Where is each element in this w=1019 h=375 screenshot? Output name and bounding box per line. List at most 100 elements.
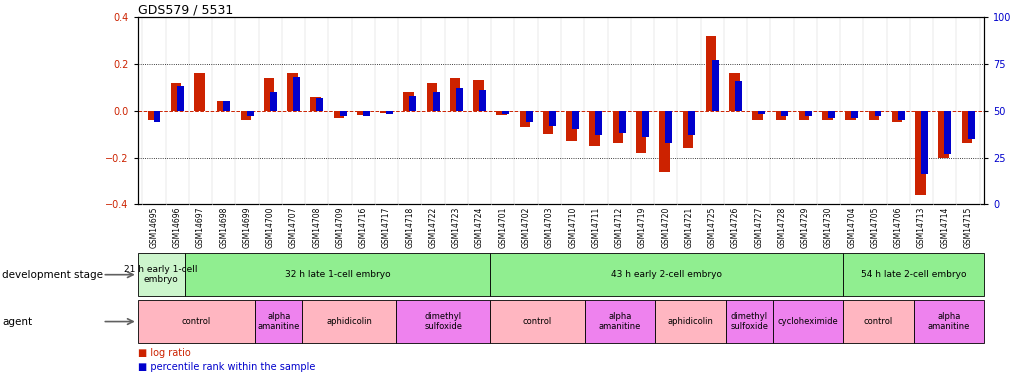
Bar: [455, 88, 463, 111]
Bar: [772, 300, 843, 343]
Text: control: control: [181, 317, 211, 326]
Text: GSM14730: GSM14730: [823, 206, 833, 248]
Bar: [584, 300, 654, 343]
Bar: [548, 111, 555, 126]
Bar: [725, 300, 772, 343]
Bar: [194, 73, 205, 111]
Bar: [302, 300, 396, 343]
Bar: [333, 111, 343, 118]
Bar: [845, 111, 855, 120]
Text: 54 h late 2-cell embryo: 54 h late 2-cell embryo: [860, 270, 966, 279]
Bar: [897, 111, 904, 120]
Text: GSM14705: GSM14705: [869, 206, 878, 248]
Bar: [170, 82, 181, 111]
Bar: [944, 111, 951, 154]
Bar: [386, 111, 392, 114]
Bar: [595, 111, 602, 135]
Bar: [937, 111, 948, 158]
Bar: [339, 111, 346, 116]
Bar: [525, 111, 532, 122]
Bar: [223, 101, 230, 111]
Text: GSM14711: GSM14711: [591, 206, 600, 248]
Bar: [804, 111, 811, 116]
Text: GSM14703: GSM14703: [544, 206, 553, 248]
Bar: [682, 111, 692, 148]
Bar: [705, 36, 715, 111]
Bar: [752, 111, 762, 120]
Text: alpha
amanitine: alpha amanitine: [258, 312, 300, 331]
Text: aphidicolin: aphidicolin: [666, 317, 712, 326]
Text: GSM14729: GSM14729: [800, 206, 809, 248]
Bar: [572, 111, 579, 129]
Text: GSM14713: GSM14713: [916, 206, 925, 248]
Text: dimethyl
sulfoxide: dimethyl sulfoxide: [424, 312, 462, 331]
Text: GSM14697: GSM14697: [196, 206, 205, 248]
Text: GSM14723: GSM14723: [451, 206, 461, 248]
Text: 32 h late 1-cell embryo: 32 h late 1-cell embryo: [284, 270, 390, 279]
Text: GSM14716: GSM14716: [359, 206, 368, 248]
Bar: [589, 111, 599, 146]
Text: agent: agent: [2, 316, 33, 327]
Bar: [148, 111, 158, 120]
Text: GSM14728: GSM14728: [776, 206, 786, 248]
Bar: [490, 253, 843, 296]
Bar: [502, 111, 508, 114]
Text: GSM14706: GSM14706: [893, 206, 902, 248]
Bar: [380, 111, 390, 113]
Text: GSM14696: GSM14696: [172, 206, 181, 248]
Bar: [735, 81, 741, 111]
Text: GSM14720: GSM14720: [660, 206, 669, 248]
Bar: [490, 300, 584, 343]
Bar: [873, 111, 880, 116]
Bar: [774, 111, 786, 120]
Bar: [827, 111, 835, 118]
Text: GSM14726: GSM14726: [731, 206, 739, 248]
Bar: [292, 77, 300, 111]
Bar: [240, 111, 251, 120]
Text: GSM14714: GSM14714: [940, 206, 949, 248]
Text: GSM14727: GSM14727: [753, 206, 762, 248]
Bar: [920, 111, 927, 174]
Bar: [396, 300, 490, 343]
Bar: [404, 92, 414, 111]
Bar: [711, 60, 718, 111]
Bar: [310, 97, 321, 111]
Text: GSM14709: GSM14709: [335, 206, 344, 248]
Text: GSM14722: GSM14722: [428, 206, 437, 248]
Bar: [612, 111, 623, 144]
Bar: [496, 111, 506, 116]
Text: GSM14725: GSM14725: [707, 206, 716, 248]
Bar: [821, 111, 832, 120]
Bar: [913, 300, 983, 343]
Bar: [449, 78, 460, 111]
Text: alpha
amanitine: alpha amanitine: [598, 312, 640, 331]
Text: GSM14695: GSM14695: [150, 206, 158, 248]
Text: GSM14701: GSM14701: [498, 206, 506, 248]
Text: GSM14717: GSM14717: [382, 206, 390, 248]
Bar: [757, 111, 764, 114]
Bar: [967, 111, 973, 139]
Bar: [798, 111, 808, 120]
Bar: [654, 300, 725, 343]
Text: GSM14698: GSM14698: [219, 206, 228, 248]
Bar: [316, 98, 323, 111]
Bar: [641, 111, 648, 137]
Bar: [636, 111, 646, 153]
Bar: [409, 96, 416, 111]
Bar: [729, 73, 739, 111]
Bar: [357, 111, 367, 116]
Bar: [217, 101, 227, 111]
Text: control: control: [523, 317, 551, 326]
Bar: [264, 78, 274, 111]
Bar: [961, 111, 971, 144]
Text: GSM14712: GSM14712: [614, 206, 623, 248]
Text: 21 h early 1-cell
embryo: 21 h early 1-cell embryo: [124, 265, 198, 284]
Bar: [363, 111, 370, 116]
Text: GSM14700: GSM14700: [266, 206, 274, 248]
Text: ■ log ratio: ■ log ratio: [138, 348, 191, 358]
Bar: [287, 73, 298, 111]
Bar: [542, 111, 553, 134]
Text: GSM14710: GSM14710: [568, 206, 577, 248]
Bar: [138, 253, 184, 296]
Text: GDS579 / 5531: GDS579 / 5531: [138, 4, 232, 17]
